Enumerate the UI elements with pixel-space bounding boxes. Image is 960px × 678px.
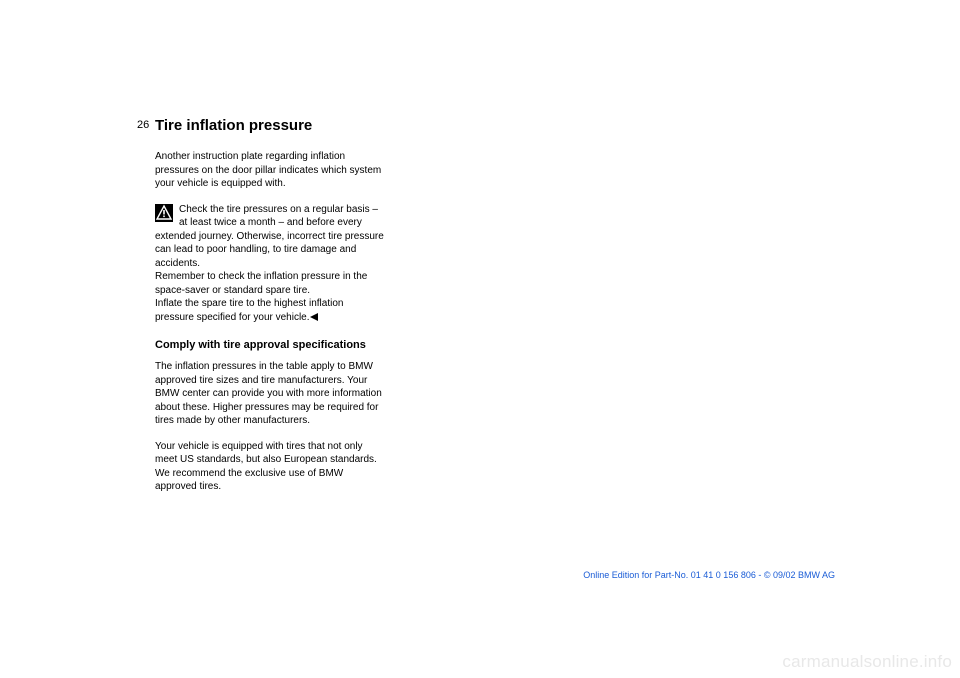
page-title: Tire inflation pressure [155, 117, 385, 134]
subheading: Comply with tire approval specifications [155, 338, 385, 352]
end-mark-icon [310, 312, 318, 326]
warning-text: Check the tire pressures on a reg­ular b… [155, 204, 384, 323]
page-number: 26 [137, 119, 149, 131]
warning-icon [155, 204, 173, 222]
manual-page: 26 Tire inflation pressure Another instr… [155, 117, 385, 506]
body-paragraph-2: Your vehicle is equipped with tires that… [155, 440, 385, 494]
intro-paragraph: Another instruction plate regarding infl… [155, 150, 385, 191]
body-paragraph-1: The inflation pressures in the table app… [155, 360, 385, 428]
watermark-text: carmanualsonline.info [782, 652, 952, 672]
footer-text: Online Edition for Part-No. 01 41 0 156 … [583, 570, 835, 580]
warning-block: Check the tire pressures on a reg­ular b… [155, 203, 385, 325]
